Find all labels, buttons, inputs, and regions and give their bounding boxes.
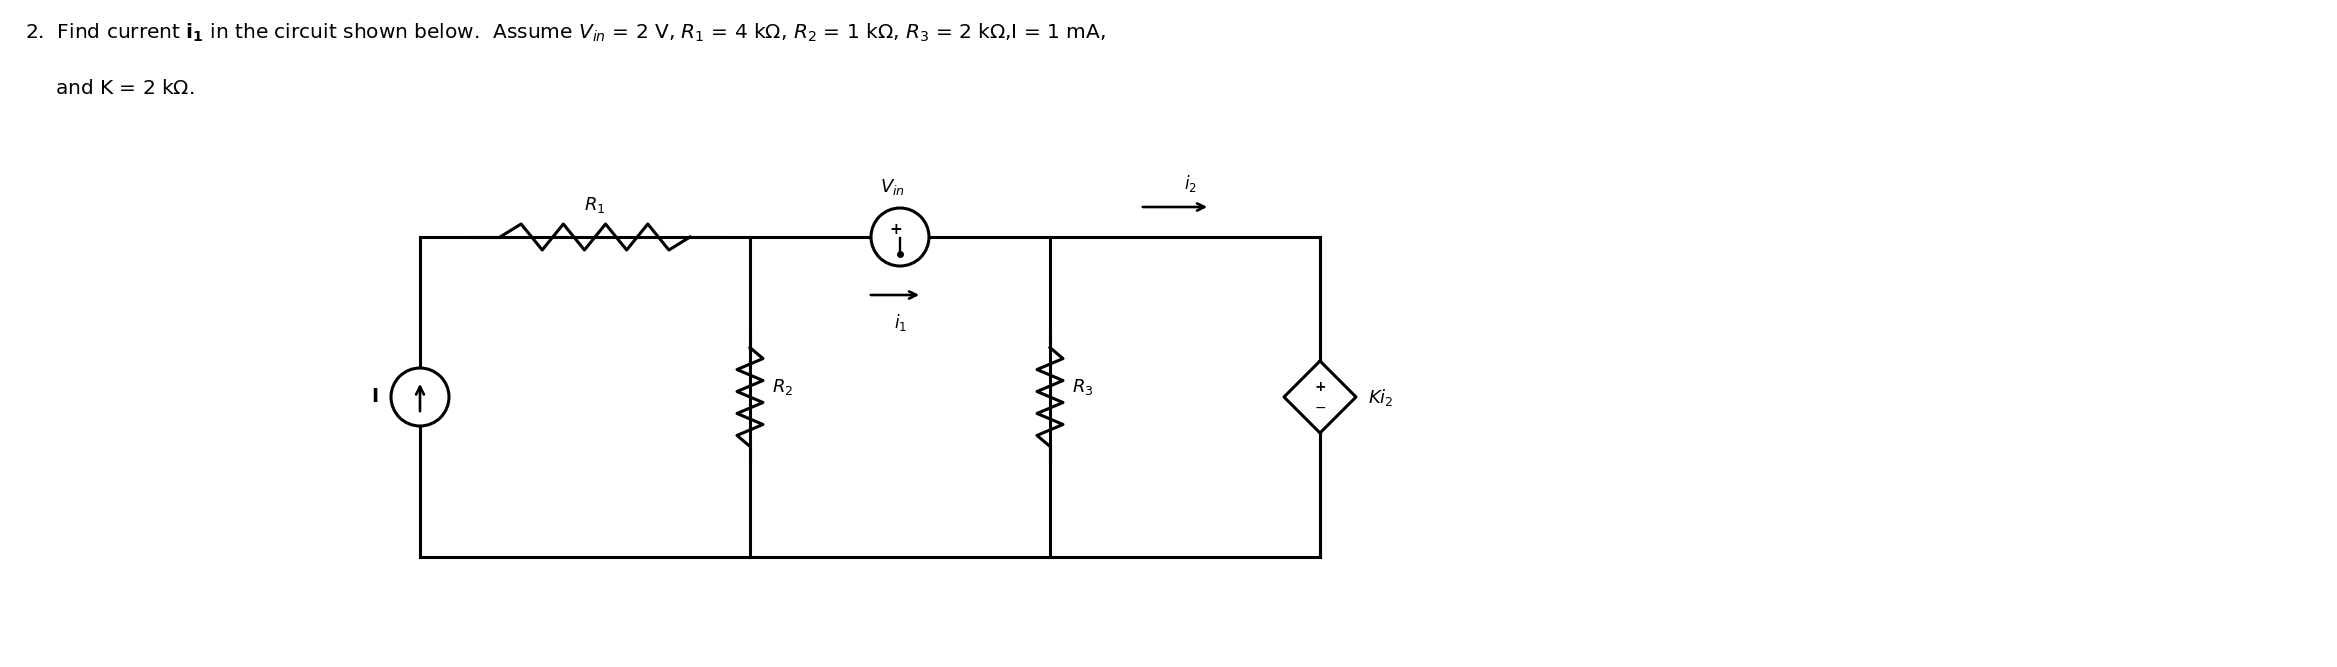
Text: $-$: $-$ — [1313, 400, 1325, 414]
Polygon shape — [1283, 361, 1355, 433]
Text: +: + — [890, 223, 902, 237]
Circle shape — [872, 208, 930, 266]
Text: $i_2$: $i_2$ — [1183, 173, 1197, 194]
Text: $R_2$: $R_2$ — [771, 377, 792, 397]
Text: $R_1$: $R_1$ — [584, 195, 605, 215]
Text: +: + — [1313, 380, 1325, 394]
Circle shape — [390, 368, 449, 426]
Text: $i_1$: $i_1$ — [893, 312, 907, 333]
Text: $V_{in}$: $V_{in}$ — [879, 177, 904, 197]
Text: $Ki_2$: $Ki_2$ — [1367, 386, 1393, 408]
Text: and K = 2 k$\Omega$.: and K = 2 k$\Omega$. — [56, 79, 194, 98]
Text: $R_3$: $R_3$ — [1073, 377, 1094, 397]
Text: I: I — [372, 388, 379, 406]
Text: 2.  Find current $\mathbf{i_1}$ in the circuit shown below.  Assume $V_{in}$ = 2: 2. Find current $\mathbf{i_1}$ in the ci… — [26, 22, 1105, 44]
